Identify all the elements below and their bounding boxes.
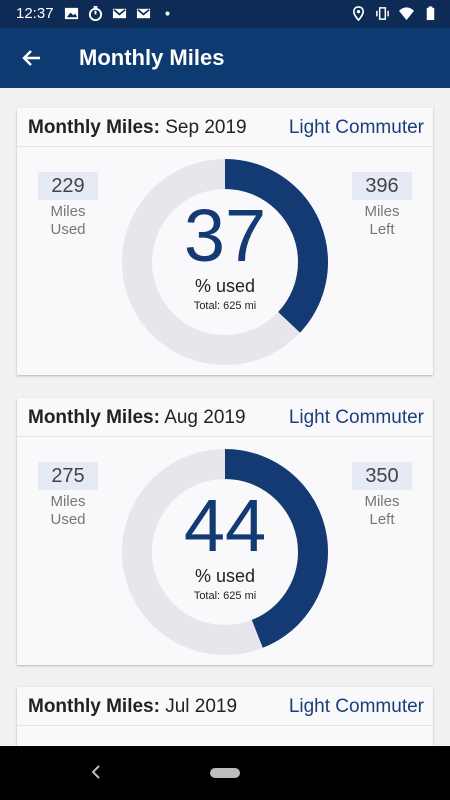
miles-used-label-2: Used: [50, 221, 86, 238]
notification-icons: [64, 6, 175, 21]
card-header: Monthly Miles: Jul 2019 Light Commuter: [17, 687, 433, 726]
card-title-label: Monthly Miles:: [28, 407, 160, 428]
miles-left-label-2: Left: [369, 221, 395, 238]
total-miles: Total: 625 mi: [193, 300, 257, 312]
back-button[interactable]: [14, 40, 50, 76]
wifi-icon: [399, 7, 414, 21]
donut-chart: [122, 449, 328, 655]
card-header: Monthly Miles: Aug 2019 Light Commuter: [17, 398, 433, 437]
plan-link[interactable]: Light Commuter: [288, 407, 424, 428]
donut-center: 37 % used Total: 625 mi: [122, 159, 328, 365]
card-month: Jul 2019: [165, 696, 238, 717]
system-icons: [351, 6, 438, 21]
nav-home-pill[interactable]: [210, 768, 240, 778]
miles-used-label-1: Miles: [50, 203, 86, 220]
timer-icon: [88, 6, 103, 21]
donut-center: 44 % used Total: 625 mi: [122, 449, 328, 655]
status-time: 12:37: [16, 5, 54, 22]
miles-left-value: 350: [352, 462, 412, 490]
dot-icon: [165, 11, 170, 16]
vibrate-icon: [376, 7, 389, 20]
usage-donut: 44 % used Total: 625 mi: [122, 449, 328, 655]
system-nav-bar: [0, 746, 450, 800]
donut-used-arc: [122, 159, 328, 365]
miles-left-stat: 350 Miles Left: [352, 462, 412, 529]
miles-left-label-1: Miles: [364, 493, 400, 510]
miles-left-label-2: Left: [369, 511, 395, 528]
monthly-miles-card: Monthly Miles: Sep 2019 Light Commuter 2…: [17, 108, 433, 375]
monthly-miles-card: Monthly Miles: Aug 2019 Light Commuter 2…: [17, 398, 433, 665]
miles-used-stat: 275 Miles Used: [38, 462, 98, 529]
location-icon: [352, 6, 365, 21]
miles-used-value: 275: [38, 462, 98, 490]
card-body: 275 Miles Used 44 % used Total: 625 mi 3…: [17, 437, 433, 665]
miles-used-label-2: Used: [50, 511, 86, 528]
battery-icon: [426, 6, 435, 21]
page-title: Monthly Miles: [79, 45, 225, 70]
percent-used-label: % used: [194, 566, 256, 586]
miles-left-stat: 396 Miles Left: [352, 172, 412, 239]
card-title: Monthly Miles: Sep 2019: [28, 117, 247, 139]
card-title: Monthly Miles: Aug 2019: [28, 407, 246, 429]
monthly-miles-card: Monthly Miles: Jul 2019 Light Commuter: [17, 687, 433, 746]
percent-used-label: % used: [194, 276, 256, 296]
plan-link[interactable]: Light Commuter: [288, 117, 424, 138]
usage-donut: 37 % used Total: 625 mi: [122, 159, 328, 365]
miles-used-value: 229: [38, 172, 98, 200]
percent-used-value: 37: [183, 194, 267, 277]
card-title-label: Monthly Miles:: [28, 696, 160, 717]
arrow-back-icon: [22, 50, 40, 66]
card-month: Sep 2019: [165, 117, 247, 138]
gmail-icon: [136, 8, 151, 19]
total-miles: Total: 625 mi: [193, 590, 257, 602]
card-title: Monthly Miles: Jul 2019: [28, 696, 237, 718]
card-header: Monthly Miles: Sep 2019 Light Commuter: [17, 108, 433, 147]
card-month: Aug 2019: [164, 407, 246, 428]
gmail-icon: [112, 8, 127, 19]
app-bar: Monthly Miles: [0, 28, 450, 88]
nav-back-icon[interactable]: [90, 765, 102, 779]
miles-left-value: 396: [352, 172, 412, 200]
image-icon: [64, 7, 79, 20]
miles-left-label-1: Miles: [364, 203, 400, 220]
card-body: 229 Miles Used 37 % used Total: 625 mi 3…: [17, 147, 433, 375]
donut-used-arc: [122, 449, 328, 655]
plan-link[interactable]: Light Commuter: [288, 696, 424, 717]
percent-used-value: 44: [183, 484, 267, 567]
miles-used-label-1: Miles: [50, 493, 86, 510]
status-bar: 12:37: [0, 0, 450, 28]
donut-chart: [122, 159, 328, 365]
miles-used-stat: 229 Miles Used: [38, 172, 98, 239]
card-title-label: Monthly Miles:: [28, 117, 160, 138]
